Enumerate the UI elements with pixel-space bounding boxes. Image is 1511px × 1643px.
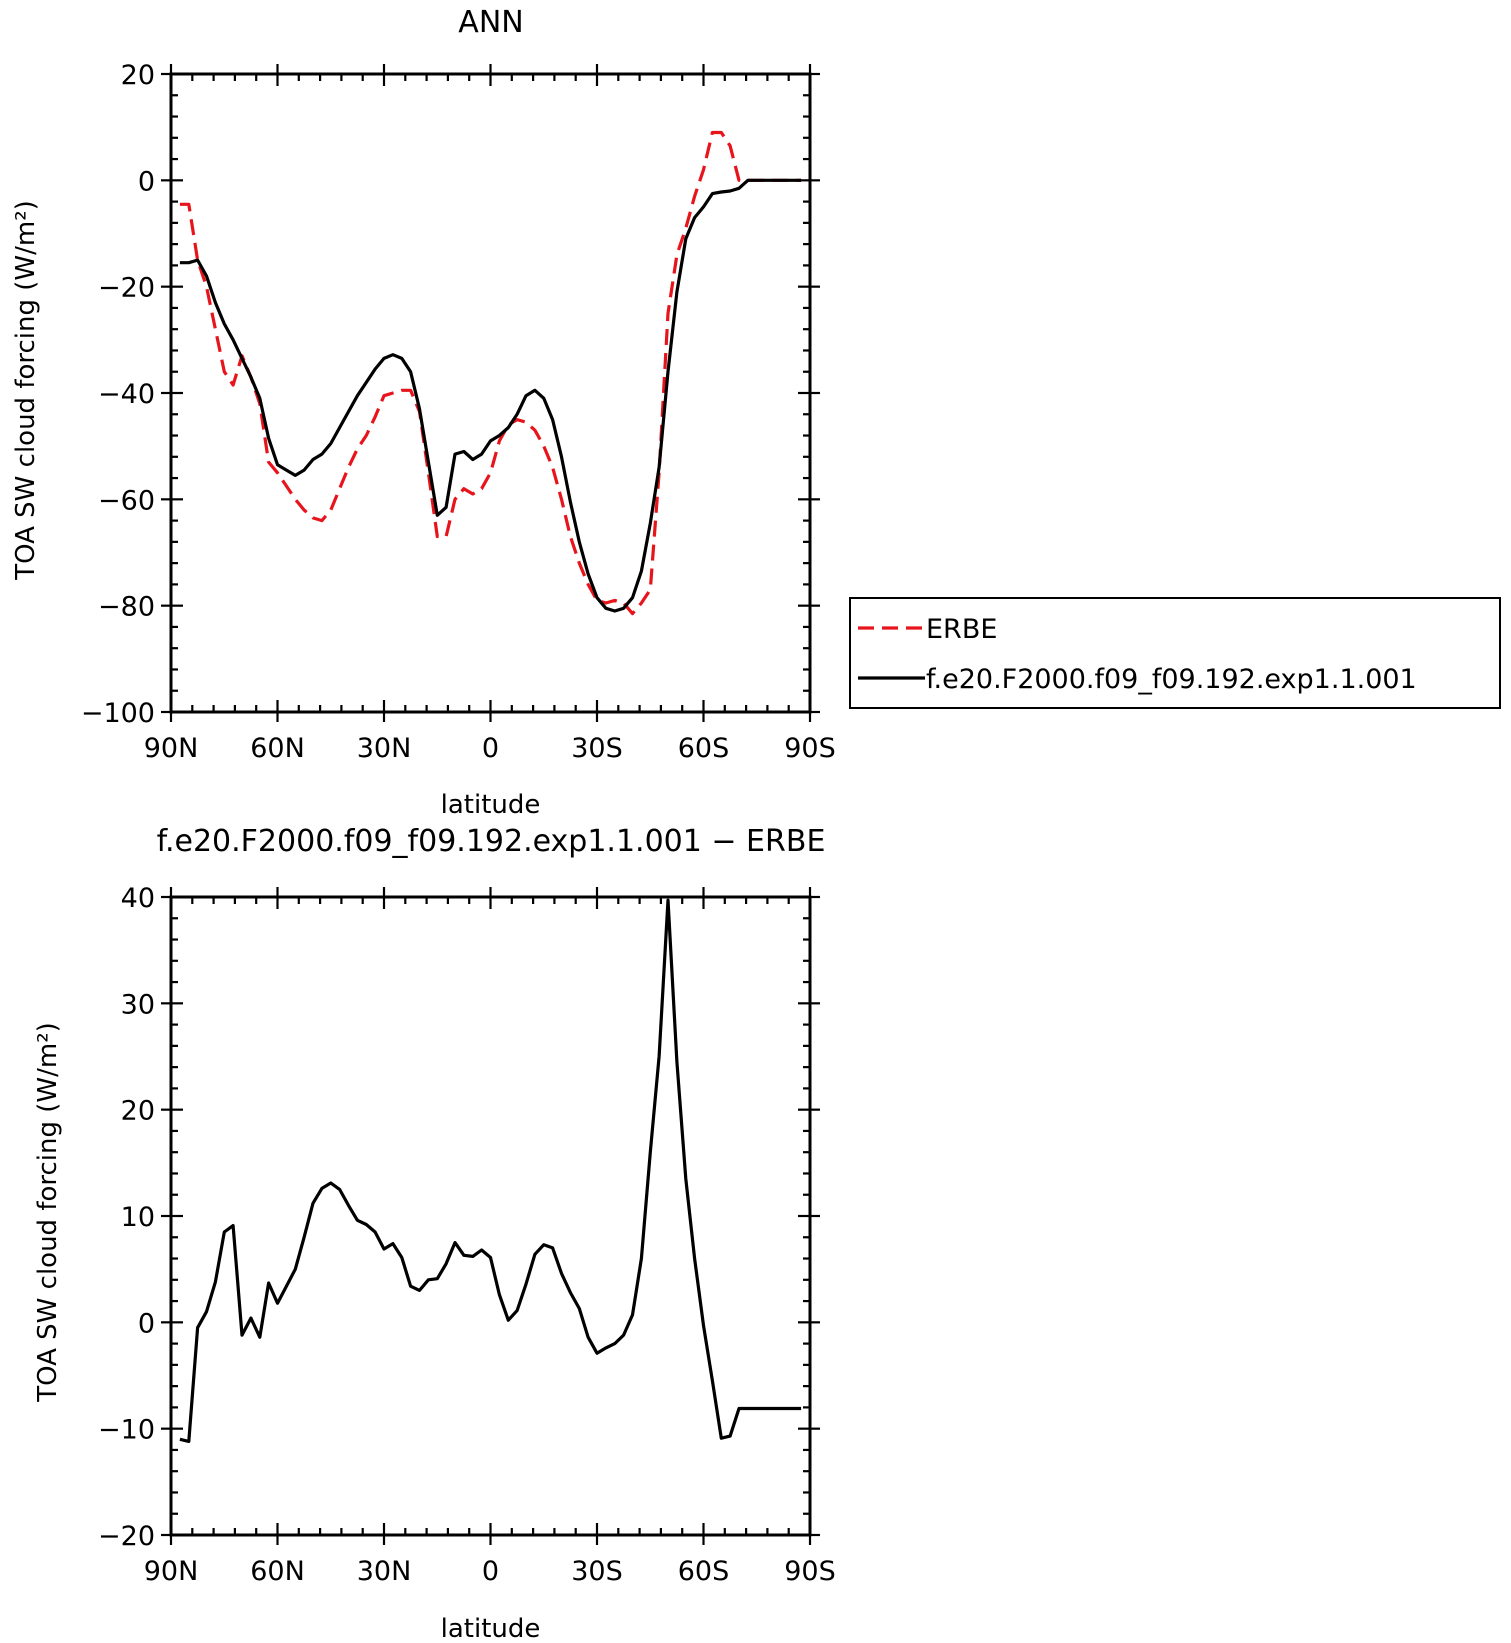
y-tick-label: −10 [98, 1415, 155, 1446]
y-tick-label: 0 [138, 166, 155, 197]
x-tick-label: 60N [250, 1556, 305, 1587]
legend-label: f.e20.F2000.f09_f09.192.exp1.1.001 [926, 664, 1417, 695]
y-axis-label: TOA SW cloud forcing (W/m²) [33, 1022, 63, 1403]
x-tick-label: 90N [144, 1556, 199, 1587]
chart-title: f.e20.F2000.f09_f09.192.exp1.1.001 − ERB… [157, 824, 826, 859]
y-tick-label: −100 [81, 698, 155, 729]
y-tick-label: 0 [138, 1308, 155, 1339]
chart-panel-2: f.e20.F2000.f09_f09.192.exp1.1.001 − ERB… [33, 824, 836, 1643]
x-tick-label: 30S [571, 733, 623, 764]
y-tick-label: 20 [121, 1096, 155, 1127]
series-line-1 [179, 898, 802, 1444]
x-tick-label: 60S [678, 733, 730, 764]
y-tick-label: 30 [121, 989, 155, 1020]
y-tick-label: 40 [121, 883, 155, 914]
x-axis-label: latitude [441, 790, 541, 820]
x-tick-label: 60N [250, 733, 305, 764]
x-tick-label: 60S [678, 1556, 730, 1587]
y-axis-label: TOA SW cloud forcing (W/m²) [11, 200, 41, 581]
x-axis-label: latitude [441, 1614, 541, 1643]
y-tick-label: −20 [98, 273, 155, 304]
x-tick-label: 0 [482, 1556, 499, 1587]
y-tick-label: 20 [121, 60, 155, 91]
x-tick-label: 30N [357, 733, 412, 764]
x-tick-label: 0 [482, 733, 499, 764]
x-tick-label: 90S [784, 1556, 836, 1587]
plot-frame [169, 72, 812, 714]
y-tick-label: −80 [98, 592, 155, 623]
y-tick-label: −60 [98, 485, 155, 516]
y-tick-label: 10 [121, 1202, 155, 1233]
legend-label: ERBE [926, 614, 997, 645]
x-tick-label: 30S [571, 1556, 623, 1587]
chart-title: ANN [458, 5, 523, 40]
legend: ERBE f.e20.F2000.f09_f09.192.exp1.1.001 [849, 597, 1501, 709]
x-tick-label: 30N [357, 1556, 412, 1587]
chart-panel-1: ANN 90N 60N 30N 0 30S 60S 90S 20 0 −20 −40 −60 −80 −10… [11, 5, 1501, 820]
x-tick-label: 90S [784, 733, 836, 764]
series-line-1 [179, 130, 802, 616]
y-tick-label: −20 [98, 1521, 155, 1552]
x-tick-label: 90N [144, 733, 199, 764]
plot-frame [169, 895, 812, 1537]
y-tick-label: −40 [98, 379, 155, 410]
legend-box [849, 597, 1501, 709]
series-line-2 [179, 178, 802, 613]
